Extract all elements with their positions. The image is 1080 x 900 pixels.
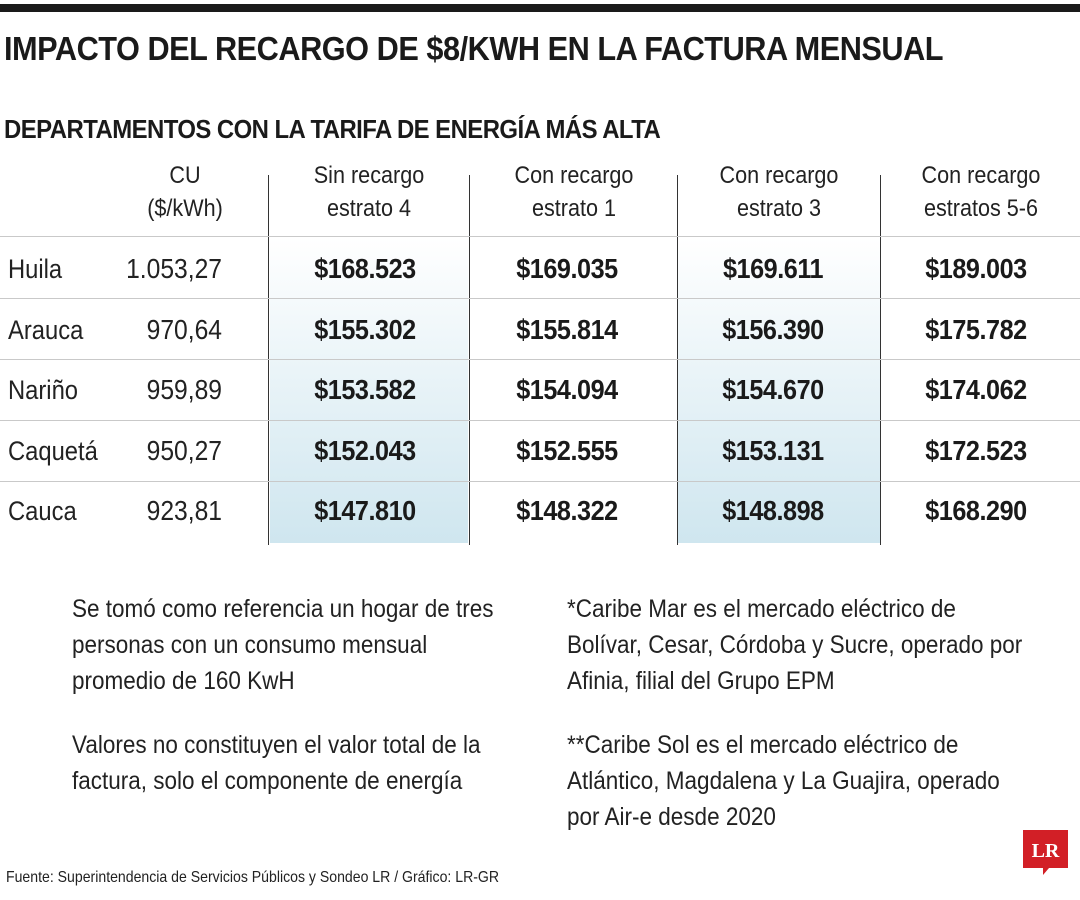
value-con-recargo-e56: $168.290 <box>925 495 1027 526</box>
note-line: promedio de 160 KwH <box>72 667 295 695</box>
value-con-recargo-e56: $175.782 <box>925 314 1027 345</box>
highlight-column-estrato-3 <box>678 237 880 543</box>
lr-logo-icon: LR <box>1023 830 1068 875</box>
top-rule <box>0 4 1080 12</box>
row-cu-value: 959,89 <box>146 374 222 405</box>
note-line: factura, solo el componente de energía <box>72 767 463 795</box>
value-sin-recargo-e4: $147.810 <box>314 495 416 526</box>
header-line: ($/kWh) <box>147 195 223 222</box>
header-line: estrato 4 <box>326 195 412 222</box>
value-con-recargo-e1: $152.555 <box>516 435 618 466</box>
highlight-column-sin-recargo <box>270 237 468 543</box>
chart-subtitle: DEPARTAMENTOS CON LA TARIFA DE ENERGÍA M… <box>4 114 661 144</box>
column-divider <box>677 175 678 545</box>
row-divider <box>0 481 1080 482</box>
value-sin-recargo-e4: $155.302 <box>314 314 416 345</box>
chart-title: IMPACTO DEL RECARGO DE $8/KWH EN LA FACT… <box>4 30 944 67</box>
value-con-recargo-e1: $155.814 <box>516 314 618 345</box>
column-header-con-recargo-estrato-3: Con recargo estrato 3 <box>688 159 870 225</box>
logo-text: LR <box>1032 840 1060 862</box>
column-header-con-recargo-estratos-5-6: Con recargo estratos 5-6 <box>891 159 1071 225</box>
row-divider <box>0 420 1080 421</box>
column-header-sin-recargo-estrato-4: Sin recargo estrato 4 <box>280 159 458 225</box>
header-line: estrato 3 <box>736 195 822 222</box>
header-line: estratos 5-6 <box>923 195 1039 222</box>
header-line: estrato 1 <box>531 195 617 222</box>
row-cu-value: 923,81 <box>146 495 222 526</box>
value-con-recargo-e56: $174.062 <box>925 374 1027 405</box>
row-dept-cauca: Cauca <box>8 496 77 526</box>
header-line: Sin recargo <box>313 162 425 189</box>
column-header-cu: CU ($/kWh) <box>118 159 253 225</box>
header-line: Con recargo <box>719 162 839 189</box>
value-sin-recargo-e4: $153.582 <box>314 374 416 405</box>
value-con-recargo-e1: $154.094 <box>516 374 618 405</box>
note-energy-component: Valores no constituyen el valor total de… <box>72 727 481 799</box>
row-cu-value: 950,27 <box>146 435 222 466</box>
row-divider <box>0 236 1080 237</box>
value-con-recargo-e3: $154.670 <box>722 374 824 405</box>
value-con-recargo-e3: $153.131 <box>722 435 824 466</box>
value-con-recargo-e3: $156.390 <box>722 314 824 345</box>
note-line: Se tomó como referencia un hogar de tres <box>72 595 494 623</box>
note-line: por Air-e desde 2020 <box>567 803 776 831</box>
source-credit: Fuente: Superintendencia de Servicios Pú… <box>6 869 500 886</box>
row-divider <box>0 298 1080 299</box>
column-divider <box>268 175 269 545</box>
value-con-recargo-e56: $172.523 <box>925 435 1027 466</box>
value-sin-recargo-e4: $168.523 <box>314 253 416 284</box>
value-con-recargo-e56: $189.003 <box>925 253 1027 284</box>
row-dept-caqueta: Caquetá <box>8 436 98 466</box>
value-con-recargo-e3: $148.898 <box>722 495 824 526</box>
header-line: CU <box>169 162 201 189</box>
header-line: Con recargo <box>514 162 634 189</box>
column-divider <box>880 175 881 545</box>
row-dept-huila: Huila <box>8 254 63 284</box>
row-cu-value: 970,64 <box>146 314 222 345</box>
note-line: Atlántico, Magdalena y La Guajira, opera… <box>567 767 1000 795</box>
row-cu-value: 1.053,27 <box>126 253 222 284</box>
note-line: Afinia, filial del Grupo EPM <box>567 667 835 695</box>
note-reference-household: Se tomó como referencia un hogar de tres… <box>72 591 493 699</box>
note-caribe-sol: **Caribe Sol es el mercado eléctrico de … <box>567 727 1000 835</box>
note-caribe-mar: *Caribe Mar es el mercado eléctrico de B… <box>567 591 1022 699</box>
header-line: Con recargo <box>921 162 1041 189</box>
note-line: Bolívar, Cesar, Córdoba y Sucre, operado… <box>567 631 1023 659</box>
note-line: *Caribe Mar es el mercado eléctrico de <box>567 595 956 623</box>
row-dept-narino: Nariño <box>8 375 79 405</box>
note-line: personas con un consumo mensual <box>72 631 428 659</box>
row-dept-arauca: Arauca <box>8 315 84 345</box>
column-header-con-recargo-estrato-1: Con recargo estrato 1 <box>480 159 667 225</box>
value-con-recargo-e1: $169.035 <box>516 253 618 284</box>
note-line: **Caribe Sol es el mercado eléctrico de <box>567 731 959 759</box>
column-divider <box>469 175 470 545</box>
value-con-recargo-e1: $148.322 <box>516 495 618 526</box>
note-line: Valores no constituyen el valor total de… <box>72 731 481 759</box>
value-con-recargo-e3: $169.611 <box>722 253 824 284</box>
value-sin-recargo-e4: $152.043 <box>314 435 416 466</box>
row-divider <box>0 359 1080 360</box>
